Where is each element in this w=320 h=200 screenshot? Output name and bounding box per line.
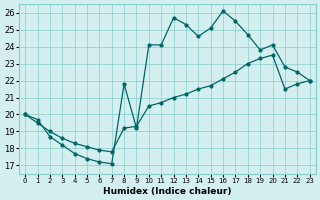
X-axis label: Humidex (Indice chaleur): Humidex (Indice chaleur) (103, 187, 232, 196)
